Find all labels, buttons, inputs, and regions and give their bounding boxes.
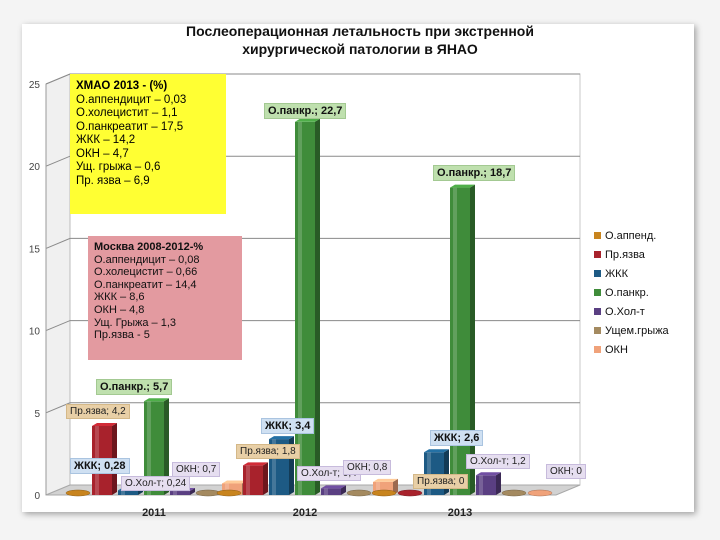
legend-label: ЖКК	[605, 267, 628, 280]
bar-2011-5	[195, 489, 221, 497]
y-tick-label: 20	[29, 162, 41, 173]
bar-2013-0	[371, 489, 397, 497]
khmao-stat-line: О.холецистит – 1,1	[76, 107, 178, 119]
bar-2012-3	[295, 118, 320, 495]
gridline	[45, 320, 580, 332]
data-label: ЖКК; 2,6	[430, 430, 484, 446]
khmao-stat-line: Ущ. грыжа – 0,6	[76, 161, 161, 173]
khmao-stat-line: О.панкреатит – 17,5	[76, 120, 184, 133]
legend-label: О.аппенд.	[605, 229, 657, 242]
x-tick-label: 2013	[448, 507, 472, 519]
legend-item: О.аппенд.	[594, 226, 669, 245]
legend-item: О.панкр.	[594, 283, 669, 302]
legend-swatch	[594, 346, 601, 353]
legend-label: О.Хол-т	[605, 305, 645, 318]
khmao-stat-line: О.аппендицит – 0,03	[76, 93, 187, 106]
bar-2011-0	[65, 489, 91, 497]
chart-title-line-1: Послеоперационная летальность при экстре…	[186, 23, 534, 39]
legend-swatch	[594, 251, 601, 258]
bar-2012-5	[346, 489, 372, 497]
bar-2011-3	[144, 398, 169, 495]
data-label: ЖКК; 3,4	[261, 418, 315, 434]
chart-side-wall	[45, 73, 71, 496]
y-tick-label: 25	[29, 80, 41, 91]
bar-2013-4	[476, 472, 501, 495]
moscow-stat-line: О.аппендицит – 0,08	[94, 253, 200, 266]
legend-item: ЖКК	[594, 264, 669, 283]
y-tick-label: 5	[34, 409, 40, 420]
moscow-stats-heading: Москва 2008-2012-%	[94, 241, 204, 253]
khmao-stat-line: ЖКК – 14,2	[76, 134, 136, 146]
x-tick-label: 2011	[142, 507, 166, 519]
data-label: О.Хол-т; 0,24	[121, 476, 191, 491]
moscow-stat-line: О.холецистит – 0,66	[94, 266, 198, 279]
y-tick-label: 0	[34, 491, 40, 502]
legend-item: Ущем.грыжа	[594, 321, 669, 340]
data-label: Пр.язва; 4,2	[66, 404, 130, 419]
gridline	[45, 402, 580, 414]
moscow-stat-line: Ущ. Грыжа – 1,3	[94, 316, 177, 329]
moscow-stat-line: ОКН – 4,8	[94, 303, 145, 316]
bar-2013-3	[450, 184, 475, 495]
chart-title-line-2: хирургической патологии в ЯНАО	[242, 41, 478, 57]
legend-item: О.Хол-т	[594, 302, 669, 321]
data-label: ОКН; 0,8	[343, 460, 392, 475]
legend-label: О.панкр.	[605, 286, 649, 299]
bar-2013-1	[397, 489, 423, 497]
legend-swatch	[594, 327, 601, 334]
data-label: ОКН; 0	[546, 464, 586, 479]
bar-2012-4	[321, 485, 346, 495]
bar-2013-5	[501, 489, 527, 497]
khmao-stat-line: Пр. язва – 6,9	[76, 174, 150, 187]
khmao-stats-box: ХМАО 2013 - (%) О.аппендицит – 0,03 О.хо…	[70, 74, 226, 214]
bar-2013-6	[527, 489, 553, 497]
legend-swatch	[594, 289, 601, 296]
legend-label: ОКН	[605, 343, 628, 356]
legend-item: Пр.язва	[594, 245, 669, 264]
legend-item: ОКН	[594, 340, 669, 359]
data-label: О.панкр.; 18,7	[433, 165, 516, 181]
moscow-stats-box: Москва 2008-2012-% О.аппендицит – 0,08 О…	[88, 236, 242, 360]
data-label: О.панкр.; 5,7	[96, 379, 173, 395]
legend-swatch	[594, 270, 601, 277]
legend-swatch	[594, 232, 601, 239]
y-tick-label: 10	[29, 327, 41, 338]
khmao-stat-line: ОКН – 4,7	[76, 147, 129, 160]
data-label: ЖКК; 0,28	[70, 458, 130, 474]
bar-2012-1	[243, 462, 268, 495]
khmao-stats-heading: ХМАО 2013 - (%)	[76, 80, 168, 92]
legend-swatch	[594, 308, 601, 315]
data-label: ОКН; 0,7	[172, 462, 221, 477]
data-label: О.Хол-т; 1,2	[466, 454, 530, 469]
data-label: Пр.язва; 1,8	[236, 444, 300, 459]
x-tick-label: 2012	[293, 507, 317, 519]
y-tick-label: 15	[29, 244, 41, 255]
chart-legend: О.аппенд. Пр.язва ЖКК О.панкр. О.Хол-т Ущем.г…	[594, 226, 669, 359]
moscow-stat-line: Пр.язва - 5	[94, 329, 150, 342]
legend-label: Пр.язва	[605, 248, 645, 261]
data-label: О.панкр.; 22,7	[264, 103, 347, 119]
data-label: Пр.язва; 0	[413, 474, 469, 489]
bar-2012-0	[216, 489, 242, 497]
gridline	[45, 237, 580, 249]
chart-title: Послеоперационная летальность при экстре…	[120, 22, 600, 58]
moscow-stat-line: ЖКК – 8,6	[94, 291, 145, 304]
moscow-stat-line: О.панкреатит – 14,4	[94, 278, 197, 291]
legend-label: Ущем.грыжа	[605, 324, 669, 337]
